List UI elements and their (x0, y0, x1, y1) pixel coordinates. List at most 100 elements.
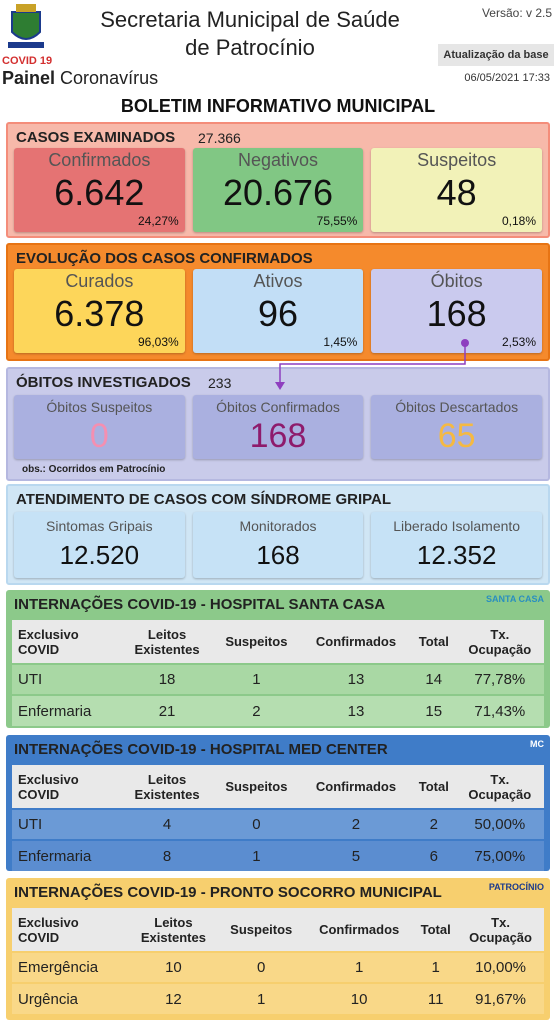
card: Sintomas Gripais 12.520 (14, 512, 185, 578)
bulletin-title: BOLETIM INFORMATIVO MUNICIPAL (120, 96, 436, 116)
cards: Curados 6.378 96,03% Ativos 96 1,45% Óbitos 168… (14, 269, 543, 353)
header-cell: Total (414, 908, 458, 952)
cell: 12 (165, 990, 182, 1008)
update-label: Atualização da base (438, 44, 554, 66)
table-row: Enfermaria 21 2 13 15 71,43% (12, 695, 544, 726)
card-label: Óbitos Suspeitos (46, 399, 153, 415)
table-section: INTERNAÇÕES COVID-19 - HOSPITAL SANTA CA… (6, 590, 550, 728)
card: Liberado Isolamento 12.352 (371, 512, 543, 578)
header-cell: Confirmados (300, 765, 412, 809)
cell: 1 (354, 959, 364, 976)
card-pct: 0,18% (501, 214, 537, 228)
cell: 5 (351, 847, 361, 865)
version: Versão: v 2.5 (481, 6, 552, 20)
header-row: Exclusivo COVID Leitos Existentes Suspeito… (12, 620, 544, 664)
card: Curados 6.378 96,03% (14, 269, 185, 353)
header-cell: Exclusivo COVID (12, 620, 122, 664)
section: ATENDIMENTO DE CASOS COM SÍNDROME GRIPAL… (6, 484, 550, 585)
section: ÓBITOS INVESTIGADOS 233 Óbitos Suspeitos 0 Ó… (6, 367, 550, 481)
cell: 6 (429, 847, 438, 865)
cell: 13 (347, 671, 365, 688)
table-title: INTERNAÇÕES COVID-19 - HOSPITAL MED CENT… (14, 741, 388, 758)
header-row: Exclusivo COVID Leitos Existentes Suspeito… (12, 765, 544, 809)
header-cell: Exclusivo COVID (12, 765, 122, 809)
header-cell: Leitos Existentes (121, 765, 213, 809)
cell: Enfermaria (18, 847, 92, 865)
cell: 1 (252, 671, 261, 688)
section-title: ÓBITOS INVESTIGADOS (16, 374, 191, 391)
header-cell: Confirmados (300, 620, 412, 664)
cell: 1 (252, 847, 261, 865)
card-value: 96 (257, 293, 299, 334)
table-row: Enfermaria 8 1 5 6 75,00% (12, 840, 544, 871)
logo: MC (530, 739, 544, 749)
title-line: Secretaria Municipal de Saúde (100, 7, 400, 32)
city-emblem (8, 4, 44, 48)
card-value: 20.676 (222, 172, 334, 213)
card-value: 168 (249, 417, 307, 455)
painel-bold: Painel (2, 68, 56, 88)
cell: 10 (165, 959, 182, 976)
cell: 11 (427, 990, 444, 1008)
header-title: Secretaria Municipal de Saúde de Patrocí… (60, 6, 440, 62)
painel-sub: Coronavírus (60, 68, 159, 88)
card-pct: 1,45% (323, 335, 358, 349)
card: Óbitos Descartados 65 (371, 395, 543, 459)
card: Suspeitos 48 0,18% (371, 148, 543, 232)
card-value: 65 (437, 417, 476, 455)
card-value: 0 (89, 417, 109, 455)
card-pct: 75,55% (316, 214, 358, 228)
card-label: Óbitos Confirmados (216, 399, 340, 415)
card: Ativos 96 1,45% (192, 269, 364, 353)
card-value: 168 (256, 540, 300, 570)
card-value: 6.378 (54, 293, 145, 334)
cards: Sintomas Gripais 12.520 Monitorados 168 Libe… (14, 512, 543, 578)
card-label: Sintomas Gripais (46, 518, 153, 534)
table-row: Urgência 12 1 10 11 91,67% (12, 983, 544, 1014)
section-title: ATENDIMENTO DE CASOS COM SÍNDROME GRIPAL (16, 491, 392, 508)
section-total: 27.366 (198, 130, 241, 146)
table-row: UTI 18 1 13 14 77,78% (12, 664, 544, 695)
card-value: 12.352 (416, 540, 497, 570)
data-table: Exclusivo COVID Leitos Existentes Suspeito… (12, 765, 544, 871)
card-label: Negativos (237, 150, 319, 170)
cell: 2 (351, 816, 361, 833)
cell: 50,00% (474, 816, 526, 833)
cards: Confirmados 6.642 24,27% Negativos 20.676 75,… (14, 148, 543, 232)
card-label: Monitorados (239, 518, 317, 534)
cell: 0 (257, 959, 266, 976)
cell: 71,43% (474, 702, 526, 720)
header-cell: Total (411, 620, 456, 664)
cell: 0 (252, 816, 261, 833)
card-label: Suspeitos (417, 150, 497, 170)
header-cell: Suspeitos (212, 620, 301, 664)
table-section: INTERNAÇÕES COVID-19 - PRONTO SOCORRO MU… (6, 878, 550, 1020)
header-cell: Tx. Ocupação (457, 908, 544, 952)
header-cell: Leitos Existentes (128, 908, 219, 952)
card-pct: 2,53% (501, 335, 537, 349)
cell: 77,78% (474, 671, 526, 688)
cell: 13 (347, 702, 365, 720)
card-pct: 96,03% (137, 335, 179, 349)
cell: 1 (257, 990, 266, 1008)
update-date: 06/05/2021 17:33 (464, 72, 550, 84)
cell: Emergência (18, 959, 99, 976)
card-label: Óbitos (430, 271, 483, 291)
logo: PATROCÍNIO (488, 882, 544, 892)
card-value: 12.520 (59, 540, 140, 570)
header-cell: Confirmados (304, 908, 415, 952)
cell: Enfermaria (18, 702, 92, 720)
section-total: 233 (208, 375, 232, 391)
card-label: Curados (65, 271, 134, 291)
cell: 8 (162, 847, 172, 865)
card: Confirmados 6.642 24,27% (14, 148, 185, 232)
table-section: INTERNAÇÕES COVID-19 - HOSPITAL MED CENT… (6, 735, 550, 871)
cell: Urgência (18, 990, 79, 1008)
header-cell: Suspeitos (218, 908, 305, 952)
header-cell: Suspeitos (212, 765, 301, 809)
table-row: UTI 4 0 2 2 50,00% (12, 809, 544, 840)
covid-label: COVID 19 (2, 55, 53, 67)
cell: 1 (431, 959, 440, 976)
cell: 2 (252, 702, 261, 720)
